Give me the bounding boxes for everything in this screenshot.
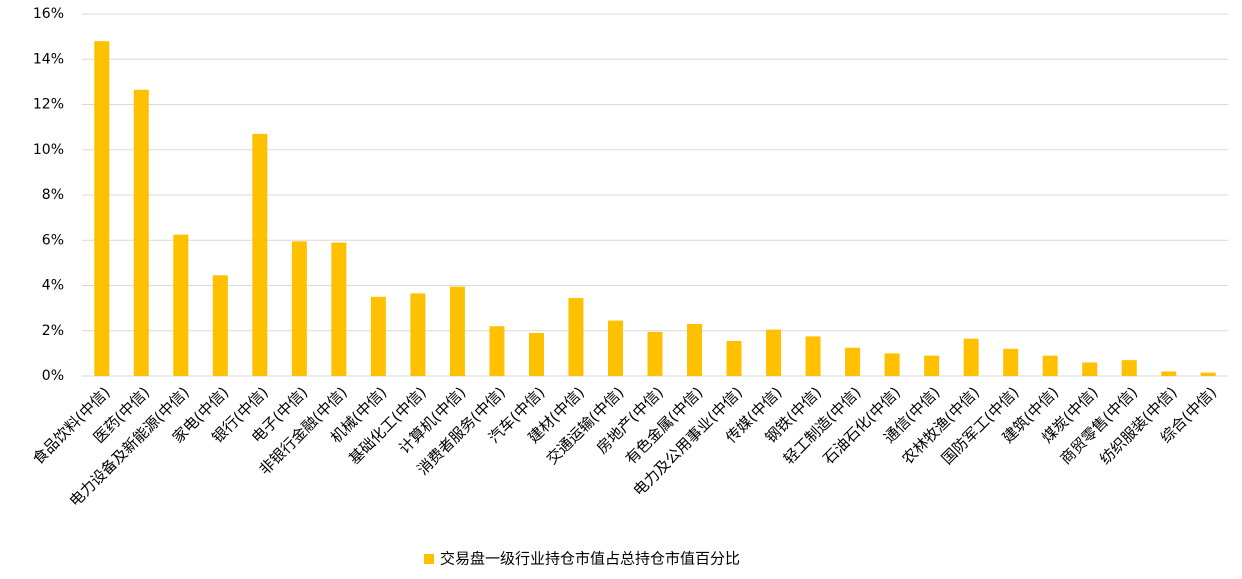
y-tick-label: 6% xyxy=(42,232,64,248)
legend-swatch xyxy=(424,554,434,564)
y-tick-label: 10% xyxy=(33,142,64,158)
bar xyxy=(568,297,584,376)
bar xyxy=(212,275,228,376)
bar xyxy=(1003,348,1019,376)
bar xyxy=(963,338,979,376)
bar xyxy=(252,133,268,376)
bar xyxy=(1082,362,1098,376)
bar xyxy=(489,326,505,376)
y-tick-label: 2% xyxy=(42,323,64,339)
y-tick-label: 8% xyxy=(42,187,64,203)
bar xyxy=(607,320,623,376)
bar xyxy=(1121,360,1137,376)
bar xyxy=(291,241,307,376)
bar xyxy=(528,333,544,376)
bar xyxy=(449,286,465,376)
bar xyxy=(410,293,426,376)
bar xyxy=(1042,355,1058,376)
bar xyxy=(370,296,386,376)
bar xyxy=(805,336,821,376)
bar xyxy=(687,323,703,376)
bar xyxy=(94,41,110,377)
y-tick-label: 0% xyxy=(42,368,64,384)
bar xyxy=(133,89,149,376)
bar xyxy=(845,347,861,376)
y-tick-label: 16% xyxy=(33,6,64,22)
bar xyxy=(647,331,663,376)
bar xyxy=(173,234,189,376)
y-tick-label: 14% xyxy=(33,51,64,67)
bar xyxy=(766,329,782,376)
y-tick-label: 4% xyxy=(42,278,64,294)
bar xyxy=(1161,371,1177,376)
bar xyxy=(331,242,347,376)
legend-label: 交易盘一级行业持仓市值占总持仓市值百分比 xyxy=(440,550,740,568)
bar xyxy=(884,353,900,376)
bar xyxy=(1200,372,1216,376)
bar xyxy=(726,340,742,376)
bar xyxy=(924,355,940,376)
y-tick-label: 12% xyxy=(33,97,64,113)
